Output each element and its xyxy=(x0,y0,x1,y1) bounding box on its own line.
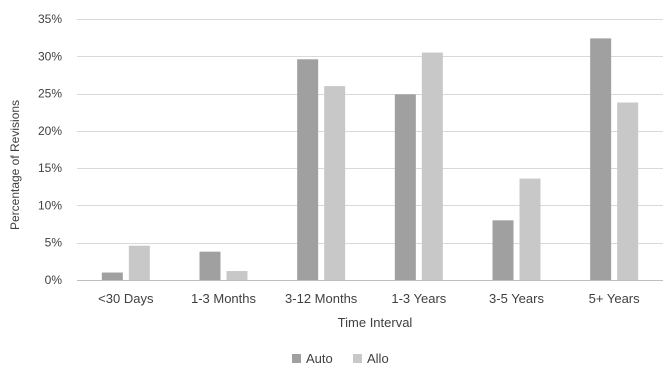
y-tick-label: 25% xyxy=(38,87,62,101)
y-tick-label: 30% xyxy=(38,49,62,63)
legend-label-allo: Allo xyxy=(367,351,389,366)
x-axis-label: Time Interval xyxy=(338,315,413,330)
x-tick-label: 1-3 Years xyxy=(391,291,446,306)
legend-swatch-auto xyxy=(292,354,301,363)
bar-auto xyxy=(199,251,221,280)
bar-allo xyxy=(519,178,541,280)
y-axis-label: Percentage of Revisions xyxy=(8,100,22,230)
x-tick-label: 3-5 Years xyxy=(489,291,544,306)
x-tick-label: <30 Days xyxy=(98,291,154,306)
bar-auto xyxy=(590,38,612,280)
y-tick-label: 20% xyxy=(38,124,62,138)
y-tick-label: 0% xyxy=(45,273,63,287)
bar-allo xyxy=(421,52,443,280)
y-tick-label: 10% xyxy=(38,198,62,212)
bars xyxy=(101,38,639,281)
y-tick-label: 15% xyxy=(38,161,62,175)
x-axis-ticks: <30 Days 1-3 Months 3-12 Months 1-3 Years 3-… xyxy=(98,291,640,306)
y-tick-label: 35% xyxy=(38,12,62,26)
bar-auto xyxy=(101,272,123,280)
bar-auto xyxy=(297,59,319,280)
x-tick-label: 3-12 Months xyxy=(285,291,358,306)
bar-allo xyxy=(128,245,150,280)
legend: Auto Allo xyxy=(292,351,389,366)
gridlines xyxy=(77,19,663,281)
y-tick-label: 5% xyxy=(45,236,63,250)
legend-swatch-allo xyxy=(353,354,362,363)
bar-allo xyxy=(617,102,639,281)
legend-label-auto: Auto xyxy=(306,351,333,366)
x-tick-label: 5+ Years xyxy=(589,291,640,306)
bar-auto xyxy=(492,220,514,280)
x-tick-label: 1-3 Months xyxy=(191,291,257,306)
y-axis-ticks: 0% 5% 10% 15% 20% 25% 30% 35% xyxy=(38,12,62,287)
bar-auto xyxy=(394,94,416,281)
bar-allo xyxy=(226,271,248,280)
bar-allo xyxy=(324,86,346,280)
